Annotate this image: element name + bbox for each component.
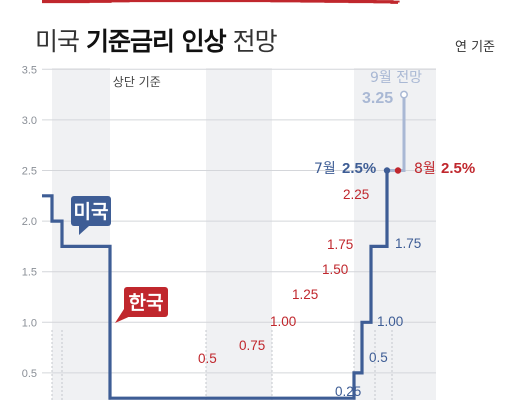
forecast-label: 9월 전망 [370, 70, 422, 86]
background-band [354, 68, 436, 400]
us-value-label: 1.75 [395, 236, 421, 251]
forecast-value: 3.25 [362, 90, 393, 107]
y-tick-label: 1.5 [22, 267, 37, 279]
korea-tag-pointer [115, 309, 133, 323]
korea-value-label: 1.00 [270, 314, 296, 329]
y-tick-label: 2.5 [22, 166, 37, 178]
us-line [42, 170, 389, 400]
korea-value-label: 1.25 [292, 287, 318, 302]
korea-end-point [394, 167, 402, 174]
title-part-2: 기준금리 인상 [85, 27, 227, 56]
y-tick-label: 3.5 [22, 64, 37, 76]
background-band [206, 68, 272, 400]
us-tag-text: 미국 [74, 201, 109, 223]
korea-aug-month: 8월 [414, 161, 436, 177]
us-tag-bg [71, 196, 111, 226]
korea-line [42, 0, 400, 4]
korea-value-label: 0.75 [239, 338, 265, 353]
korea-value-label: 1.50 [322, 262, 348, 277]
us-july-month: 7월 [314, 161, 336, 177]
korea-aug-value: 2.5% [441, 160, 475, 177]
title-part-1: 미국 [35, 27, 80, 56]
korea-tag-text: 한국 [129, 292, 164, 314]
us-value-label: 0.5 [369, 350, 388, 365]
y-tick-label: 1.0 [22, 317, 37, 329]
forecast-line [387, 94, 406, 172]
y-tick-label: 3.0 [22, 115, 37, 127]
y-tick-label: 2.0 [22, 216, 37, 228]
korea-value-label: 1.75 [327, 237, 353, 252]
us-july-value: 2.5% [342, 160, 376, 177]
unit-label: 연 기준 [454, 40, 495, 55]
us-end-point [383, 167, 391, 174]
forecast-point [400, 90, 408, 99]
y-tick-label: 0.5 [22, 368, 37, 380]
us-value-label: 1.00 [377, 314, 403, 329]
title-part-3: 전망 [232, 27, 278, 56]
us-tag-pointer [79, 226, 89, 235]
us-value-label: 0.25 [335, 384, 361, 399]
korea-tag-bg [124, 287, 168, 317]
korea-value-label: 0.5 [198, 351, 217, 366]
chart-title: 미국 기준금리 인상 전망 [35, 22, 278, 58]
korea-value-label: 2.25 [343, 187, 369, 202]
